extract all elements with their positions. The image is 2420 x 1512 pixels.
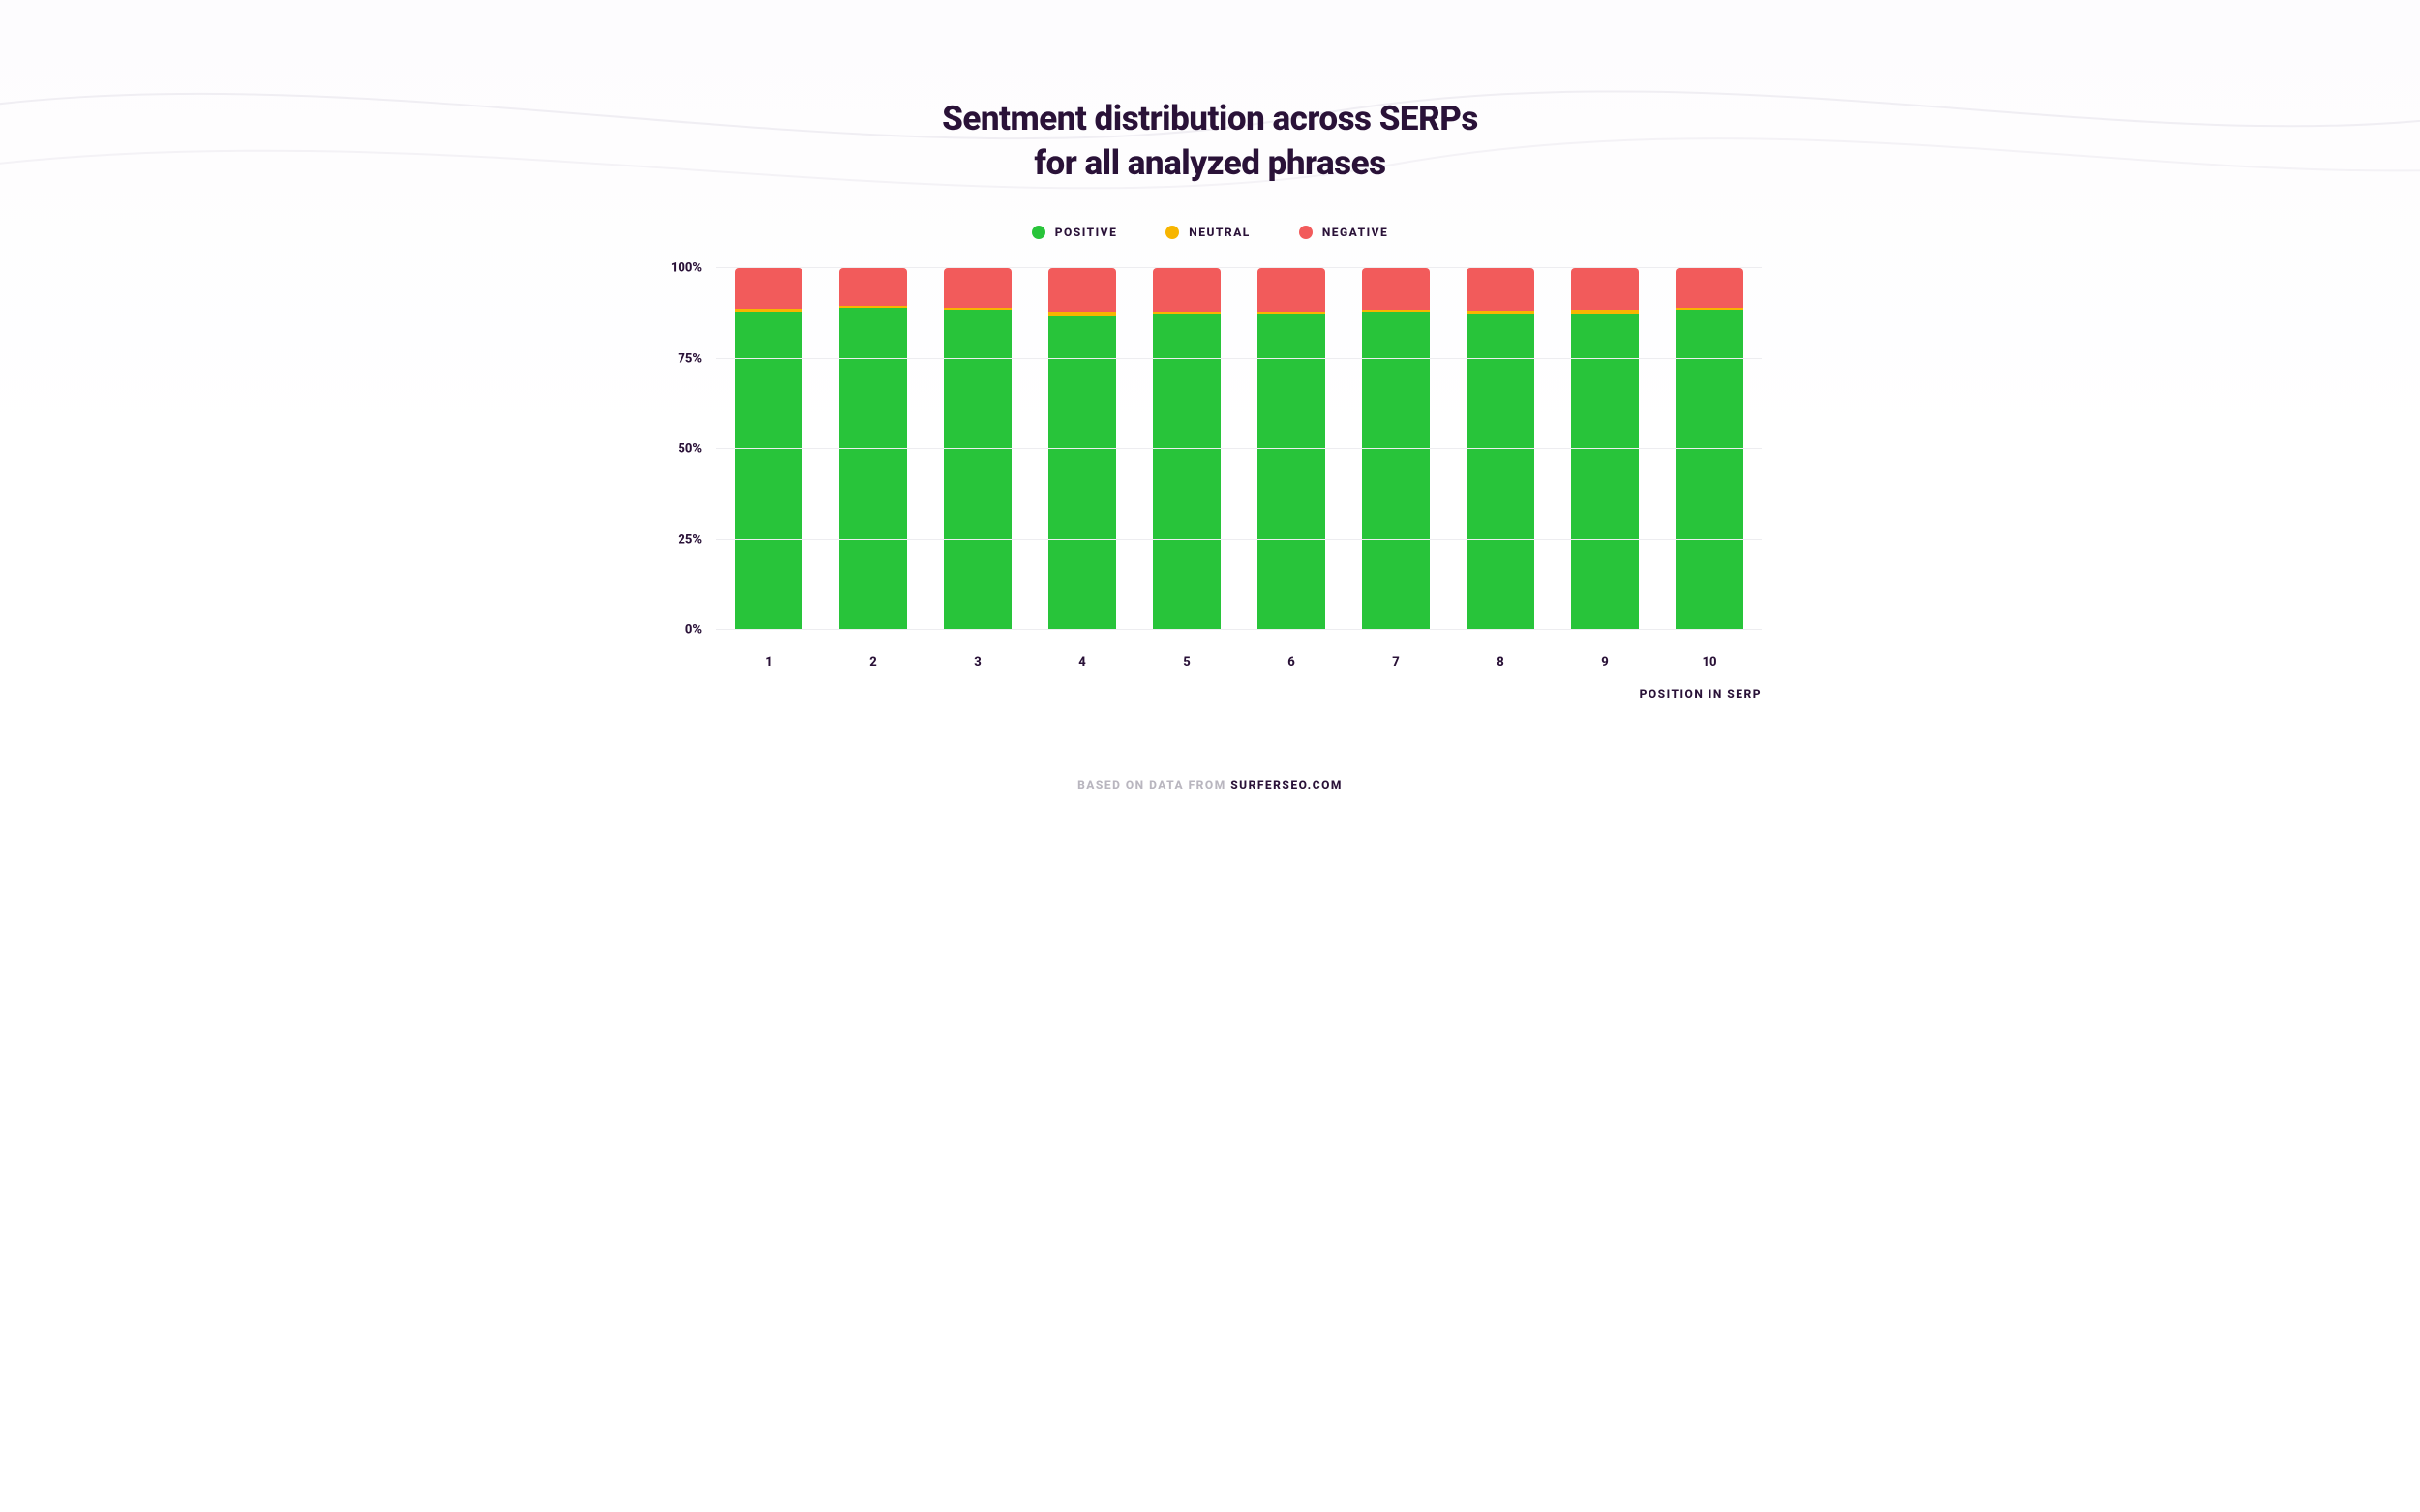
bar-segment-negative (1153, 268, 1221, 312)
bar (944, 268, 1012, 630)
y-tick-label: 50% (649, 442, 702, 457)
legend: POSITIVE NEUTRAL NEGATIVE (537, 226, 1883, 239)
y-tick-label: 0% (649, 623, 702, 638)
bar-segment-positive (1257, 314, 1325, 630)
bar (1362, 268, 1430, 630)
chart-area: 0%25%50%75%100% 1 2 3 4 5 6 7 8 9 10 POSITION IN … (649, 268, 1771, 701)
footer-source: SURFERSEO.COM (1230, 778, 1343, 792)
bar-stack (1676, 268, 1743, 630)
bar-stack (1362, 268, 1430, 630)
footer-attribution: BASED ON DATA FROM SURFERSEO.COM (537, 778, 1883, 792)
gridline (716, 358, 1762, 359)
x-tick-label: 8 (1467, 655, 1534, 670)
x-axis: 1 2 3 4 5 6 7 8 9 10 (716, 655, 1762, 670)
bar (1257, 268, 1325, 630)
bar-stack (1257, 268, 1325, 630)
x-tick-label: 1 (735, 655, 802, 670)
chart-title: Sentment distribution across SERPs for a… (537, 97, 1883, 185)
legend-swatch (1032, 226, 1045, 239)
legend-label: POSITIVE (1055, 226, 1118, 239)
x-tick-label: 4 (1048, 655, 1116, 670)
bar-segment-negative (1467, 268, 1534, 311)
chart-container: Sentment distribution across SERPs for a… (537, 0, 1883, 840)
bar-segment-negative (1257, 268, 1325, 312)
x-tick-label: 5 (1153, 655, 1221, 670)
bar-segment-negative (735, 268, 802, 309)
bar-segment-negative (1571, 268, 1639, 310)
legend-item: NEUTRAL (1165, 226, 1251, 239)
bar (1048, 268, 1116, 630)
legend-swatch (1165, 226, 1179, 239)
bar-segment-positive (735, 312, 802, 630)
chart-title-line1: Sentment distribution across SERPs (942, 99, 1478, 138)
bar-stack (839, 268, 907, 630)
x-axis-title: POSITION IN SERP (649, 687, 1762, 701)
bar (1676, 268, 1743, 630)
y-tick-label: 25% (649, 532, 702, 547)
legend-label: NEGATIVE (1322, 226, 1388, 239)
y-tick-label: 75% (649, 351, 702, 366)
bar-stack (1048, 268, 1116, 630)
plot-area: 0%25%50%75%100% (716, 268, 1762, 630)
bar (1153, 268, 1221, 630)
bar-segment-negative (839, 268, 907, 306)
gridline (716, 448, 1762, 449)
bar (839, 268, 907, 630)
x-tick-label: 3 (944, 655, 1012, 670)
x-tick-label: 10 (1676, 655, 1743, 670)
x-tick-label: 7 (1362, 655, 1430, 670)
bar-segment-positive (1467, 314, 1534, 630)
x-tick-label: 9 (1571, 655, 1639, 670)
footer-prefix: BASED ON DATA FROM (1077, 778, 1230, 792)
gridline (716, 629, 1762, 630)
bar-segment-negative (1676, 268, 1743, 308)
legend-swatch (1299, 226, 1313, 239)
bar-segment-positive (839, 308, 907, 630)
legend-item: NEGATIVE (1299, 226, 1388, 239)
bar (735, 268, 802, 630)
y-tick-label: 100% (649, 261, 702, 276)
bar-segment-positive (1153, 314, 1221, 630)
bar-stack (1571, 268, 1639, 630)
bar-stack (1153, 268, 1221, 630)
bar-stack (1467, 268, 1534, 630)
bar-segment-positive (1048, 316, 1116, 630)
bar-segment-negative (944, 268, 1012, 308)
bars-row (716, 268, 1762, 630)
bar (1467, 268, 1534, 630)
bar-segment-positive (1362, 312, 1430, 630)
x-tick-label: 2 (839, 655, 907, 670)
bar-segment-negative (1048, 268, 1116, 312)
legend-label: NEUTRAL (1189, 226, 1251, 239)
gridline (716, 539, 1762, 540)
x-tick-label: 6 (1257, 655, 1325, 670)
chart-title-line2: for all analyzed phrases (1034, 143, 1385, 183)
bar-segment-positive (1571, 314, 1639, 630)
bar (1571, 268, 1639, 630)
gridline (716, 267, 1762, 268)
bar-segment-negative (1362, 268, 1430, 310)
bar-stack (944, 268, 1012, 630)
legend-item: POSITIVE (1032, 226, 1118, 239)
bar-stack (735, 268, 802, 630)
